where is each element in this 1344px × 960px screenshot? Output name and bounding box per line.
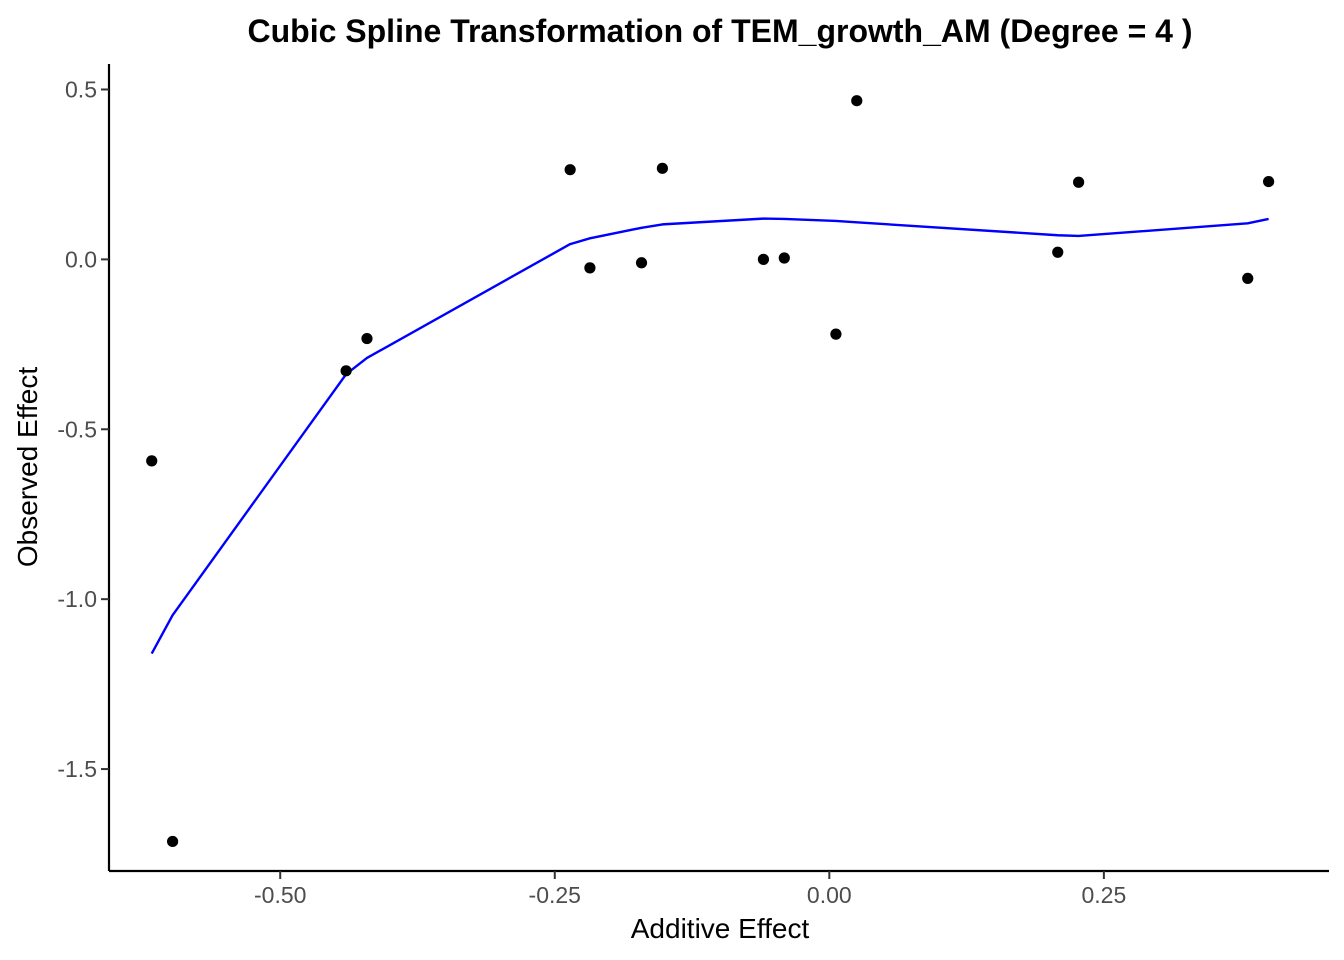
chart-title: Cubic Spline Transformation of TEM_growt…: [248, 13, 1193, 49]
x-tick-label: 0.00: [807, 882, 852, 908]
data-point: [167, 835, 179, 848]
y-tick-label: -1.5: [57, 756, 97, 782]
data-point: [1263, 175, 1275, 188]
data-point: [1242, 272, 1254, 285]
points-layer: [146, 95, 1275, 848]
x-axis-title: Additive Effect: [631, 913, 810, 944]
data-point: [635, 257, 648, 269]
data-point: [778, 252, 790, 264]
y-tick-label: -0.5: [57, 416, 97, 442]
fit-line: [150, 217, 1269, 655]
fit-line-layer: [150, 217, 1269, 655]
data-point: [564, 164, 576, 176]
data-point: [851, 95, 863, 107]
data-point: [361, 332, 373, 345]
data-point: [656, 162, 668, 174]
data-point: [1073, 176, 1085, 188]
x-tick-label: -0.25: [529, 882, 581, 908]
y-axis-title: Observed Effect: [12, 367, 43, 567]
y-tick-label: -1.0: [57, 586, 97, 612]
x-axis-ticks: -0.50 -0.25 0.00 0.25: [254, 871, 1126, 908]
y-tick-label: 0.5: [65, 76, 97, 102]
y-tick-label: 0.0: [65, 246, 97, 272]
data-point: [146, 455, 158, 467]
data-point: [1052, 246, 1064, 258]
data-point: [830, 328, 842, 340]
y-axis-ticks: -1.5 -1.0 -0.5 0.0 0.5: [57, 76, 109, 782]
x-tick-label: 0.25: [1081, 882, 1126, 908]
x-tick-label: -0.50: [254, 882, 306, 908]
data-point: [340, 365, 352, 377]
data-point: [757, 253, 770, 265]
data-point: [584, 262, 596, 274]
